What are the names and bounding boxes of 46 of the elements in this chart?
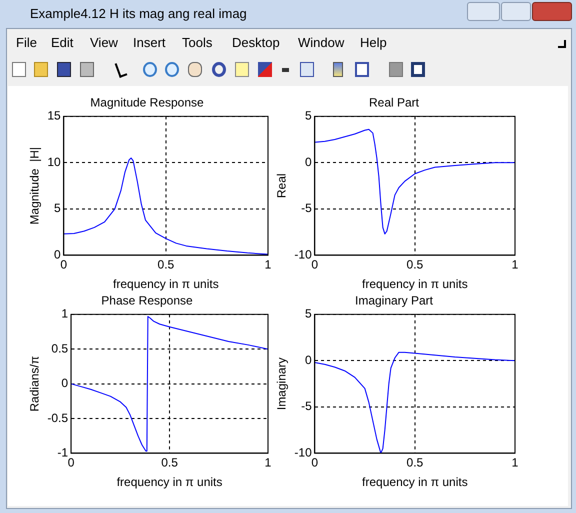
y-tick-label: 15 (47, 108, 62, 123)
y-tick-label: 0 (305, 352, 312, 367)
y-axis-title: Imaginary (274, 357, 289, 410)
x-axis-title: frequency in π units (362, 277, 468, 292)
text: File (16, 35, 37, 50)
y-axis-title: Radians/π (28, 356, 42, 412)
x-axis-title: frequency in π units (362, 475, 468, 490)
text: Tools (182, 35, 212, 50)
text: Example4.12 H its mag ang real imag (30, 6, 247, 21)
x-tick-label: 0.5 (158, 258, 175, 272)
x-tick-label: 1 (264, 456, 272, 470)
y-tick-label: 10 (47, 154, 62, 169)
y-tick-label: -5 (301, 201, 312, 216)
y-tick-label: 5 (305, 108, 312, 123)
y-tick-label: 1 (61, 306, 68, 321)
text: Help (360, 35, 387, 50)
y-tick-label: -5 (301, 399, 312, 414)
y-axis-title: Real (274, 173, 289, 198)
y-tick-label: 0.5 (51, 341, 68, 356)
x-tick-label: 0.5 (161, 456, 178, 470)
y-tick-label: -0.5 (47, 410, 68, 425)
y-tick-label: -10 (294, 248, 312, 262)
text: Edit (51, 35, 74, 50)
x-axis-title: frequency in π units (113, 277, 219, 292)
y-tick-label: 0 (61, 376, 68, 390)
x-tick-label: 0.5 (406, 456, 424, 470)
y-tick-label: -1 (57, 446, 68, 460)
text: Insert (133, 35, 166, 50)
chart-title: Real Part (368, 96, 420, 110)
x-tick-label: 0.5 (406, 258, 424, 272)
x-tick-label: 1 (512, 456, 519, 470)
y-tick-label: -10 (294, 446, 312, 460)
y-tick-label: 5 (54, 201, 62, 216)
text: Desktop (232, 35, 280, 50)
y-tick-label: 5 (305, 306, 312, 321)
x-tick-label: 1 (264, 258, 272, 272)
text: Window (298, 35, 344, 50)
chart-title: Imaginary Part (354, 294, 434, 308)
y-axis-title: Magnitude |H| (28, 146, 42, 225)
y-tick-label: 0 (305, 154, 312, 169)
y-tick-label: 0 (54, 248, 62, 262)
x-axis-title: frequency in π units (116, 475, 222, 490)
text: View (90, 35, 118, 50)
chart-title: Magnitude Response (90, 96, 204, 110)
chart-title: Phase Response (101, 294, 194, 308)
x-tick-label: 1 (512, 258, 519, 272)
